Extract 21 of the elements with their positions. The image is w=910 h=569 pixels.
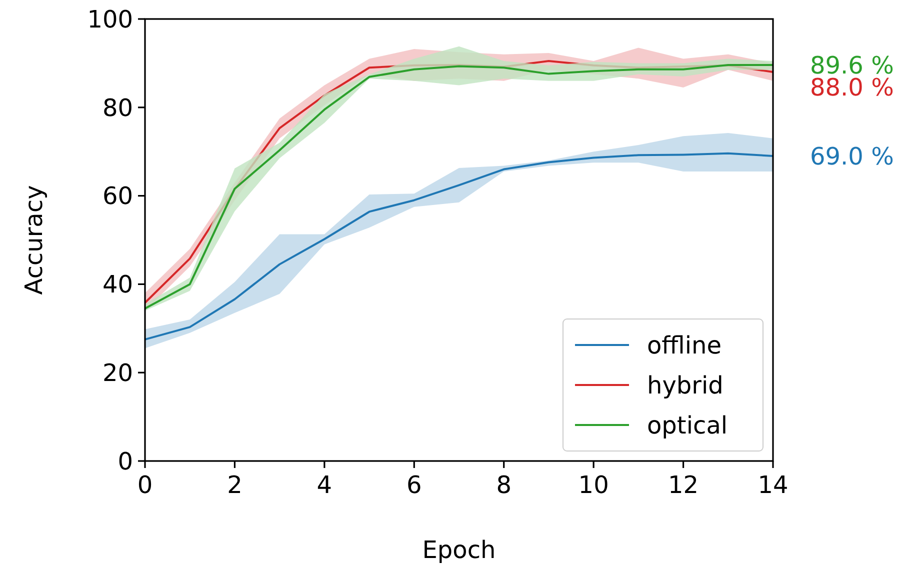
y-tick-label: 100 (87, 5, 133, 34)
x-tick-label: 12 (668, 471, 699, 499)
y-axis-title: Accuracy (20, 185, 48, 295)
y-tick-label: 80 (102, 94, 133, 122)
legend-label: hybrid (647, 371, 724, 400)
legend-label: optical (647, 411, 728, 440)
y-tick-label: 60 (102, 182, 133, 210)
x-tick-label: 8 (496, 471, 512, 499)
x-tick-label: 2 (227, 471, 242, 499)
x-tick-label: 4 (316, 471, 332, 499)
x-tick-label: 10 (578, 471, 609, 499)
text: 69.0 % (810, 142, 894, 170)
legend-label: offline (647, 331, 722, 360)
y-tick-label: 40 (102, 270, 133, 299)
y-tick-label: 20 (102, 359, 133, 387)
x-tick-label: 14 (758, 471, 788, 499)
x-axis-title: Epoch (422, 536, 496, 564)
x-tick-label: 6 (406, 471, 422, 499)
y-tick-label: 0 (118, 447, 133, 476)
text: 88.0 % (810, 73, 894, 102)
x-tick-label: 0 (137, 471, 153, 499)
